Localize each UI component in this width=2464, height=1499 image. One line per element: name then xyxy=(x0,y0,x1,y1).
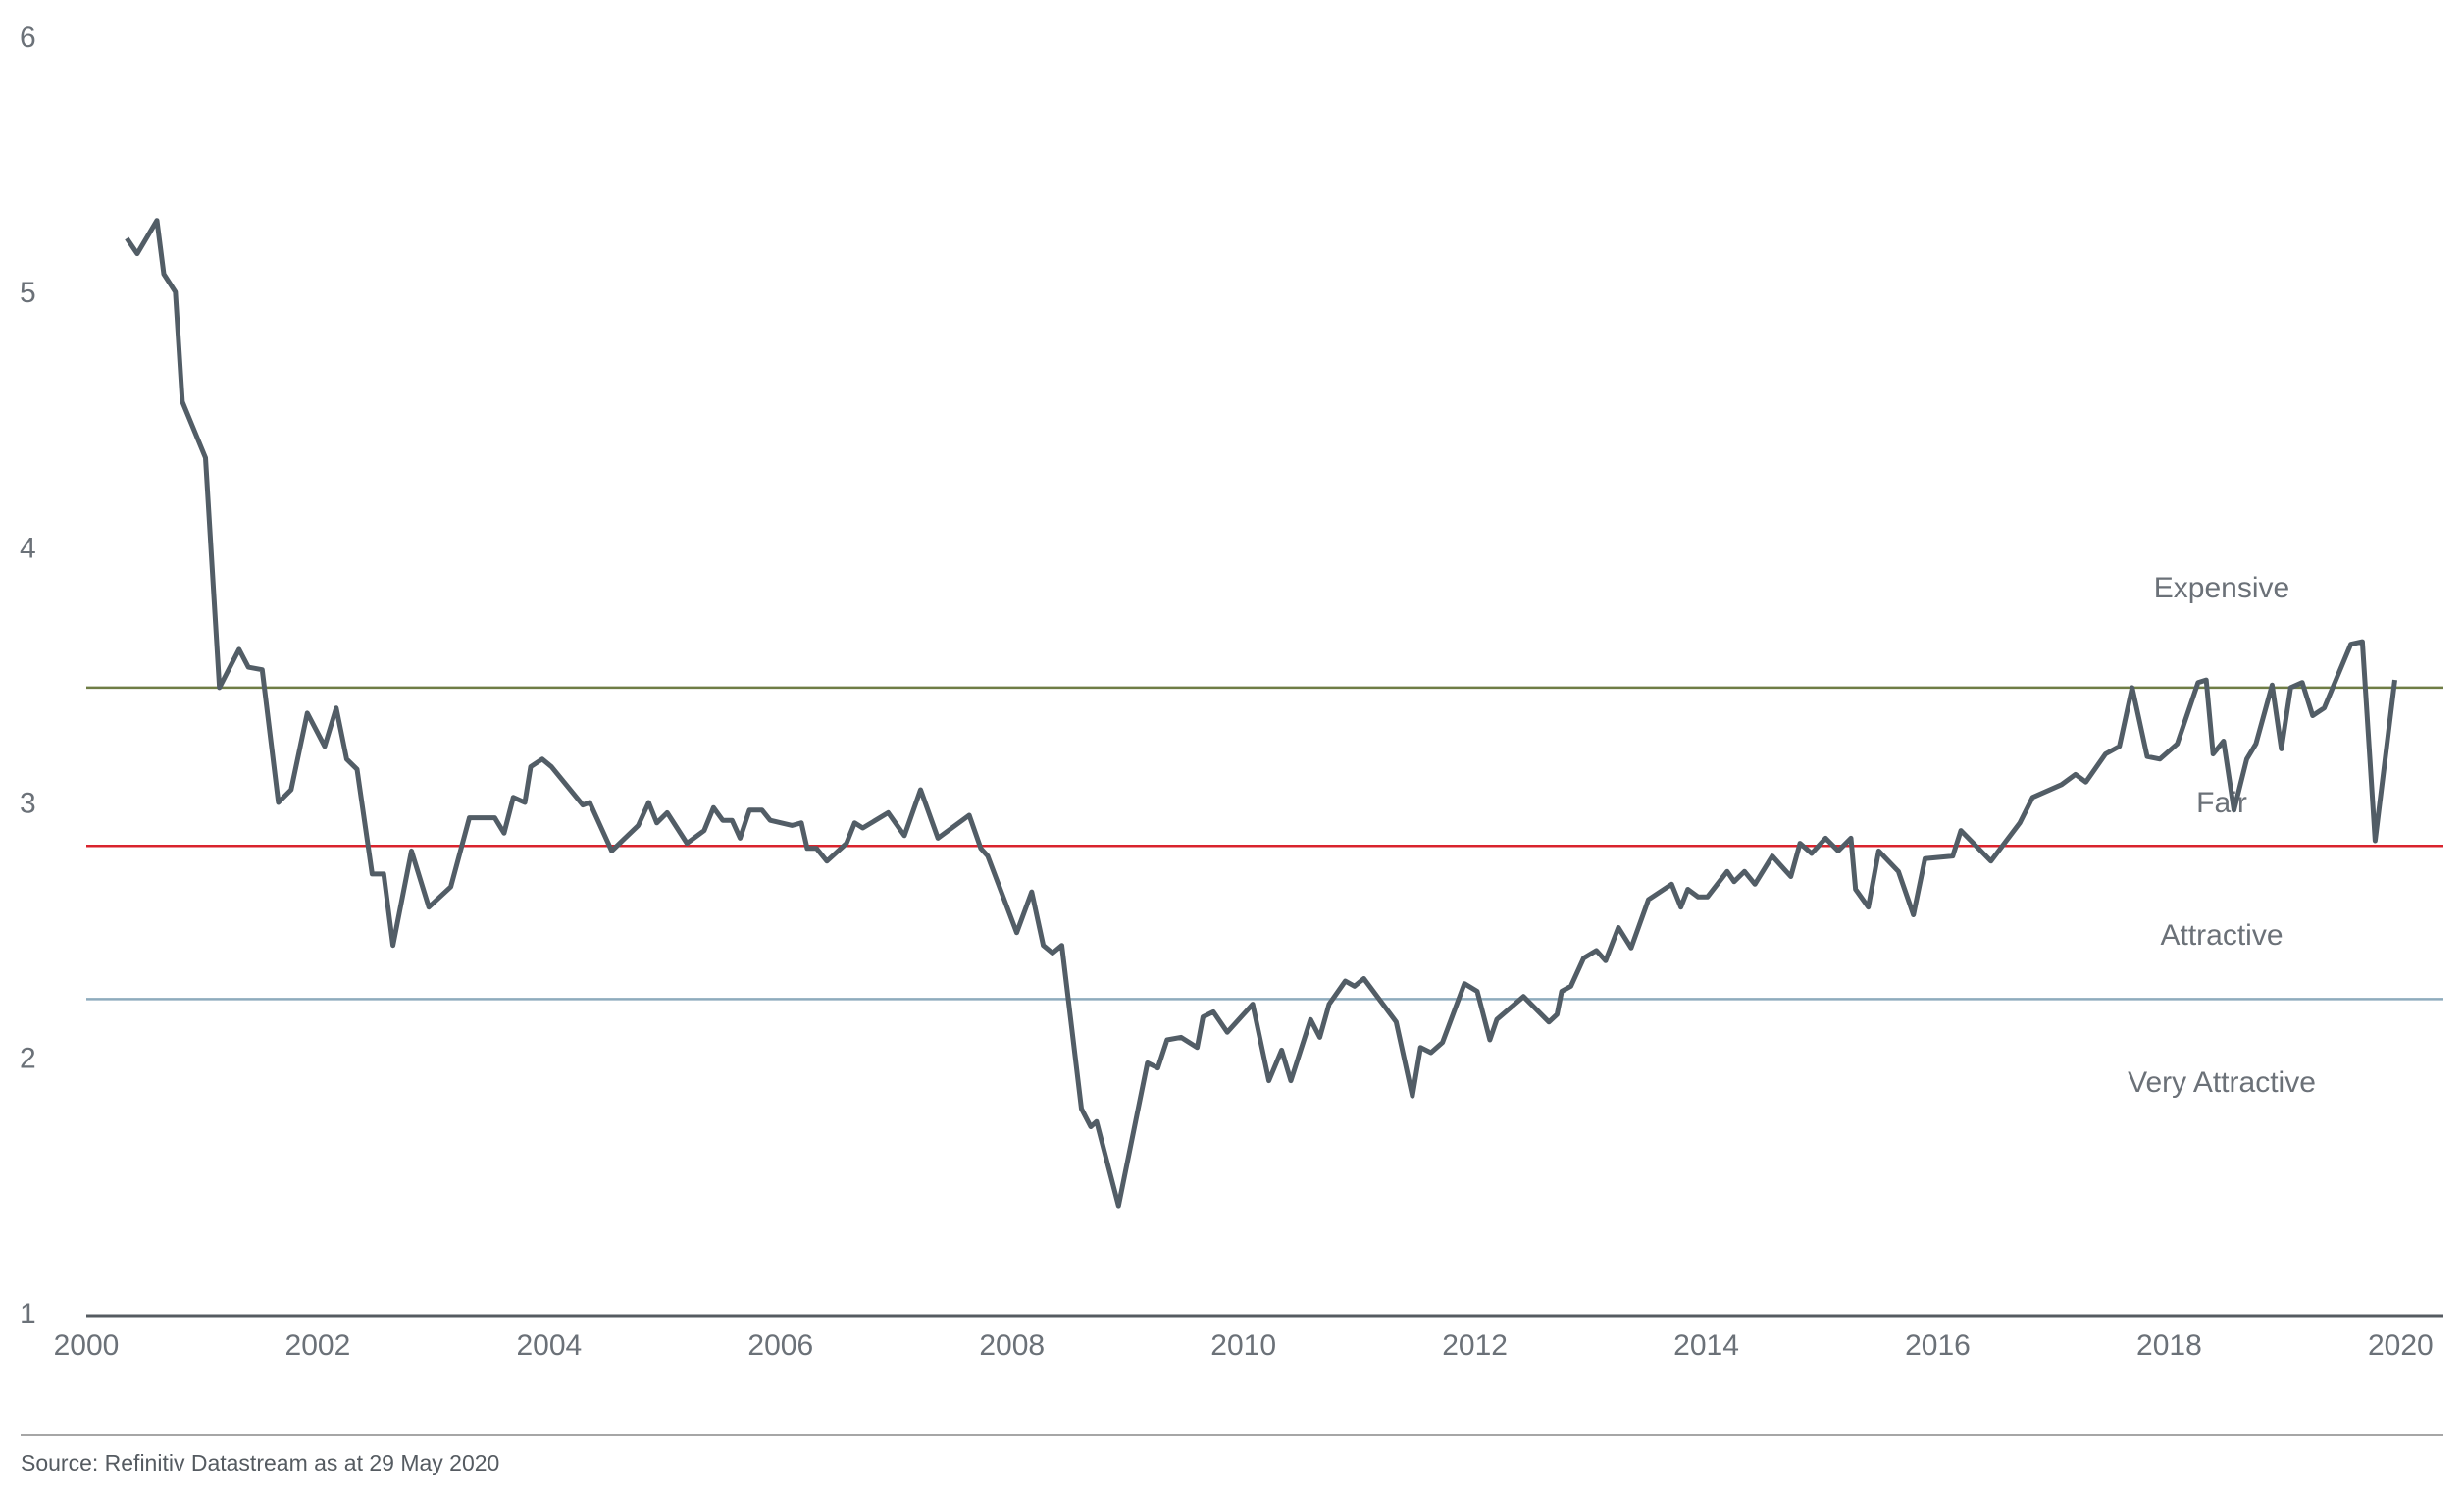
x-tick-label: 2000 xyxy=(54,1329,120,1362)
x-tick-label: 2010 xyxy=(1210,1329,1276,1362)
x-tick-label: 2002 xyxy=(285,1329,351,1362)
source-note: Source: Refinitiv Datastream as at 29 Ma… xyxy=(21,1450,499,1475)
y-tick-label: 6 xyxy=(20,22,36,54)
series-line xyxy=(125,218,2397,1209)
y-tick-label: 2 xyxy=(20,1043,36,1075)
zone-label: Expensive xyxy=(2154,572,2289,604)
y-tick-label: 3 xyxy=(20,788,36,820)
x-tick-label: 2014 xyxy=(1673,1329,1739,1362)
x-tick-label: 2016 xyxy=(1905,1329,1971,1362)
zone-label: Attractive xyxy=(2160,919,2283,952)
y-tick-label: 1 xyxy=(20,1298,36,1330)
x-tick-label: 2020 xyxy=(2368,1329,2434,1362)
x-tick-label: 2012 xyxy=(1442,1329,1508,1362)
y-tick-label: 5 xyxy=(20,277,36,309)
y-tick-label: 4 xyxy=(20,532,36,564)
zone-label: Very Attractive xyxy=(2128,1066,2316,1099)
x-tick-label: 2018 xyxy=(2136,1329,2202,1362)
x-tick-label: 2006 xyxy=(747,1329,813,1362)
x-tick-label: 2004 xyxy=(516,1329,582,1362)
x-tick-label: 2008 xyxy=(979,1329,1045,1362)
